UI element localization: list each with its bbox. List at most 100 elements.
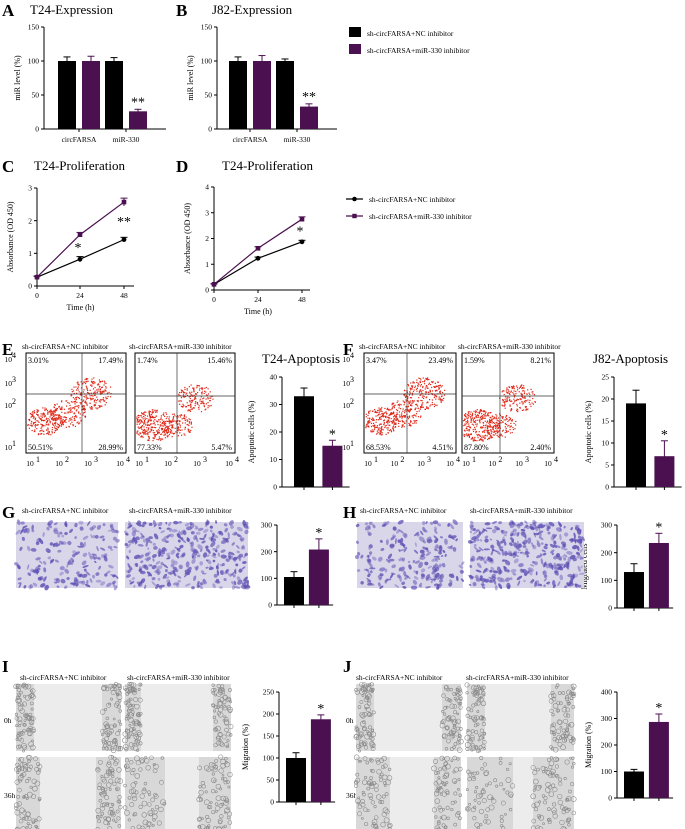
stained-cell (531, 526, 539, 530)
stained-cell (551, 564, 554, 570)
flow-event-dot (375, 433, 378, 435)
flow-event-dot (105, 387, 107, 389)
flow-event-dot (392, 406, 394, 408)
stained-cell (83, 541, 86, 548)
flow-event-dot (47, 423, 50, 425)
wound-cell (434, 798, 441, 804)
wound-cell (95, 807, 102, 814)
flow-event-dot (377, 415, 379, 417)
flow-event-dot (390, 413, 392, 415)
wound-cell (134, 733, 138, 737)
stained-cell (369, 562, 373, 569)
stained-cell (185, 571, 189, 575)
flow-event-dot (148, 439, 150, 441)
wound-cell (222, 694, 228, 700)
wound-cell (357, 796, 361, 800)
flow-event-dot (53, 417, 55, 420)
flow-event-dot (483, 431, 486, 433)
wound-cell (456, 811, 461, 816)
flow-event-dot (154, 424, 156, 426)
flow-event-dot (524, 399, 526, 402)
flow-event-dot (468, 436, 470, 439)
flow-event-dot (367, 421, 369, 424)
flow-event-dot (50, 434, 52, 436)
wound-cell (147, 802, 152, 807)
wound-cell (132, 742, 136, 746)
flow-event-dot (65, 405, 68, 407)
wound-cell (545, 781, 551, 788)
stained-cell (146, 571, 153, 577)
wound-cell (106, 770, 112, 776)
stained-cell (522, 531, 526, 536)
flow-event-dot (506, 397, 508, 400)
flow-event-dot (523, 391, 526, 393)
stained-cell (554, 570, 559, 576)
flow-event-dot (491, 422, 493, 424)
stained-cell (529, 526, 535, 531)
stained-cell (215, 520, 218, 524)
wound-cell (387, 827, 392, 829)
wound-cell (22, 749, 25, 753)
flow-event-dot (172, 419, 174, 421)
stained-cell (78, 573, 83, 577)
stained-cell (137, 544, 144, 547)
flow-event-dot (90, 408, 92, 410)
stained-cell (156, 565, 163, 570)
wound-cell (549, 745, 553, 749)
flow-event-dot (417, 384, 419, 386)
stained-cell (210, 541, 216, 548)
flow-event-dot (61, 423, 63, 425)
flow-event-dot (383, 423, 385, 425)
wound-cell (485, 807, 490, 812)
flow-event-dot (510, 386, 513, 388)
flow-event-dot (411, 385, 414, 387)
flow-event-dot (475, 430, 477, 432)
flow-x-tick-exponent: 1 (374, 455, 378, 464)
flow-event-dot (63, 412, 66, 414)
flow-event-dot (188, 396, 190, 398)
flow-event-dot (475, 415, 477, 417)
stained-cell (133, 537, 138, 543)
flow-event-dot (504, 402, 506, 404)
stained-cell (227, 572, 232, 578)
flow-event-dot (411, 388, 413, 390)
wound-cell (478, 733, 482, 737)
wound-cell (200, 781, 205, 786)
flow-event-dot (47, 417, 49, 420)
flow-event-dot (385, 433, 387, 435)
wound-cell (226, 705, 232, 711)
flow-event-dot (397, 400, 399, 402)
stained-cell (40, 583, 46, 588)
flow-event-dot (408, 409, 410, 411)
wound-gap (485, 684, 551, 751)
flow-event-dot (377, 413, 380, 416)
flow-event-dot (80, 419, 82, 421)
stained-cell (158, 584, 165, 588)
flow-event-dot (505, 418, 508, 420)
stained-cell (437, 556, 440, 560)
flow-event-dot (469, 426, 472, 428)
flow-event-dot (375, 411, 378, 414)
flow-event-dot (167, 427, 169, 429)
flow-event-dot (523, 389, 525, 392)
wound-cell (95, 767, 101, 773)
stained-cell (563, 525, 566, 529)
flow-event-dot (395, 416, 397, 418)
flow-event-dot (530, 405, 532, 407)
wound-cell (132, 727, 136, 731)
flow-event-dot (29, 424, 31, 426)
flow-event-dot (150, 428, 152, 430)
flow-event-dot (476, 409, 478, 411)
stained-cell (403, 533, 408, 539)
stained-cell (140, 560, 144, 564)
flow-event-dot (420, 415, 422, 417)
stained-cell (135, 562, 139, 567)
stained-cell (366, 554, 372, 558)
wound-cell (446, 816, 450, 821)
flow-event-dot (504, 398, 506, 400)
flow-event-dot (91, 394, 93, 397)
wound-cell (433, 781, 438, 786)
flow-event-dot (402, 410, 404, 412)
flow-event-dot (191, 401, 193, 403)
flow-event-dot (369, 418, 371, 420)
